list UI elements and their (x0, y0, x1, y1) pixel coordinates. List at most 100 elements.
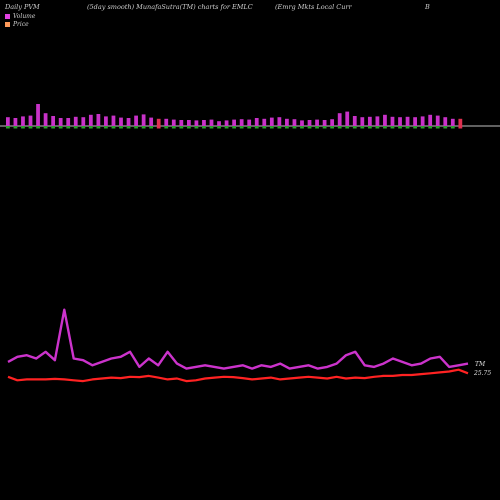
volume-bar-base (443, 126, 448, 129)
volume-bar (21, 116, 25, 126)
volume-bar-base (6, 126, 10, 129)
price-end-label: 25.75 (473, 370, 491, 377)
volume-bar (28, 115, 33, 126)
volume-bar (285, 118, 289, 126)
volume-bar-base (285, 126, 289, 129)
volume-bar-base (104, 126, 108, 129)
volume-bar-base (36, 126, 40, 129)
volume-bar (209, 119, 214, 126)
volume-bar-base (345, 126, 350, 129)
volume-bar (126, 118, 131, 126)
volume-bar-base (367, 126, 372, 129)
volume-bar (186, 120, 191, 126)
volume-bar (58, 118, 63, 126)
volume-bar-base (428, 126, 433, 129)
volume-bar-base (119, 126, 123, 129)
volume-bar (96, 114, 101, 126)
volume-bar-base (194, 126, 199, 129)
volume-bar (330, 119, 335, 126)
chart-subtitle: (Emrg Mkts Local Curr (275, 3, 352, 11)
volume-bar-base (262, 126, 267, 129)
volume-bar-base (88, 126, 93, 129)
pvm-line (7, 308, 469, 370)
volume-bar (352, 116, 357, 126)
volume-bar-base (247, 126, 252, 129)
volume-bar-base (405, 126, 410, 129)
volume-bar-base (149, 126, 154, 129)
legend-price-label: Price (13, 21, 29, 28)
volume-bar-base (300, 126, 304, 129)
volume-bar (51, 116, 56, 126)
volume-bar-base (21, 126, 25, 129)
volume-bar (202, 120, 206, 126)
volume-bar (134, 115, 138, 126)
volume-bar-base (43, 126, 48, 129)
legend-volume-swatch (5, 14, 10, 19)
volume-bar (360, 117, 365, 126)
volume-bar (262, 118, 267, 126)
volume-bar (13, 118, 18, 126)
volume-bar-base (420, 126, 425, 129)
volume-bar (277, 117, 282, 126)
volume-bar (367, 116, 372, 126)
volume-bar (413, 117, 417, 126)
volume-bar (119, 117, 123, 126)
volume-bar-base (330, 126, 335, 129)
volume-bar-base (28, 126, 33, 129)
volume-bar-base (111, 126, 116, 129)
volume-bar-base (322, 126, 327, 129)
volume-bar-base (171, 126, 176, 129)
volume-bar-base (435, 126, 440, 129)
volume-bar (81, 117, 86, 126)
volume-bar (390, 116, 395, 126)
volume-bar-base (315, 126, 319, 129)
volume-bar (300, 120, 304, 126)
volume-bar-base (375, 126, 380, 129)
volume-bar-base (13, 126, 18, 129)
volume-bar (156, 118, 161, 126)
volume-bar (111, 115, 116, 126)
volume-bar (179, 120, 184, 126)
volume-bar-base (458, 126, 463, 129)
volume-bar (345, 111, 350, 126)
volume-bar (375, 116, 380, 126)
volume-bar (88, 114, 93, 126)
volume-bar (6, 117, 10, 126)
volume-bar (405, 116, 410, 126)
volume-bar-base (58, 126, 63, 129)
volume-bar-base (292, 126, 297, 129)
volume-bar-base (277, 126, 282, 129)
volume-bar-base (73, 126, 78, 129)
volume-bar-base (141, 126, 146, 129)
legend-price: Price (5, 21, 29, 28)
volume-bar (43, 113, 48, 126)
volume-bar-base (254, 126, 259, 129)
volume-bar-base (186, 126, 191, 129)
volume-bar (420, 116, 425, 126)
volume-bar (307, 120, 312, 126)
volume-bar (171, 119, 176, 126)
volume-bar-base (232, 126, 236, 129)
volume-bar (269, 117, 274, 126)
volume-bar (450, 118, 455, 126)
volume-bar-base (156, 126, 161, 129)
pvm-end-label: TM (475, 361, 486, 368)
volume-bar (398, 117, 402, 126)
volume-bar-base (51, 126, 56, 129)
volume-bar (292, 119, 297, 126)
volume-bar (254, 118, 259, 126)
volume-bar (232, 119, 236, 126)
volume-bar-base (360, 126, 365, 129)
price-line (7, 368, 469, 383)
volume-bar (194, 120, 199, 126)
legend-price-swatch (5, 22, 10, 27)
volume-bar (247, 119, 252, 126)
volume-bar (383, 114, 387, 126)
volume-bar-base (413, 126, 417, 129)
volume-bar (322, 120, 327, 126)
volume-bar-base (307, 126, 312, 129)
volume-bar-base (450, 126, 455, 129)
legend-volume: Volume (5, 13, 35, 20)
